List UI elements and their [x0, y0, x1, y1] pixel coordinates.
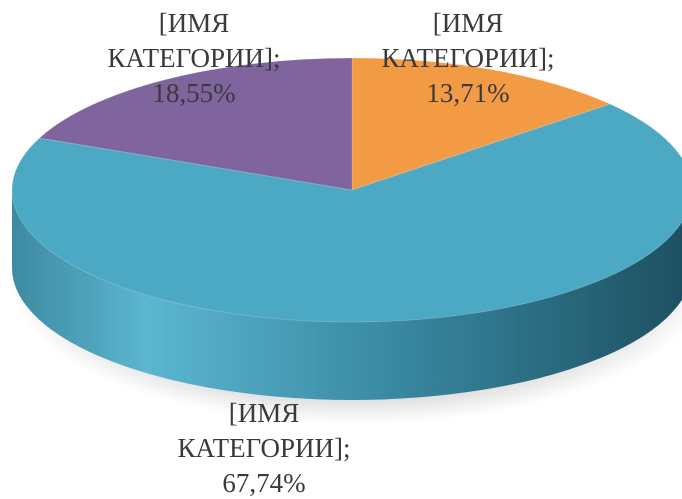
data-label-1-line-1: КАТЕГОРИИ]; [177, 433, 350, 463]
data-label-1: [ИМЯ КАТЕГОРИИ]; 67,74% [177, 398, 350, 498]
data-label-0-line-1: КАТЕГОРИИ]; [381, 43, 554, 73]
data-label-2-line-2: 18,55% [152, 78, 235, 108]
data-label-2-line-0: [ИМЯ [159, 8, 230, 38]
pie-top [11, 57, 682, 323]
pie-slice-0 [351, 57, 612, 191]
pie-slice-2 [38, 57, 353, 191]
data-label-1-line-0: [ИМЯ [229, 398, 300, 428]
pie-slice-1 [11, 103, 682, 323]
data-label-1-line-2: 67,74% [222, 468, 305, 498]
pie-slice-side-1 [12, 190, 682, 400]
data-label-0-line-0: [ИМЯ [433, 8, 504, 38]
data-label-0: [ИМЯ КАТЕГОРИИ]; 13,71% [381, 8, 554, 108]
data-label-2: [ИМЯ КАТЕГОРИИ]; 18,55% [107, 8, 280, 108]
data-label-0-line-2: 13,71% [426, 78, 509, 108]
data-label-2-line-1: КАТЕГОРИИ]; [107, 43, 280, 73]
pie-side [12, 190, 682, 400]
data-labels: [ИМЯ КАТЕГОРИИ]; 13,71% [ИМЯ КАТЕГОРИИ]; 67,7… [107, 8, 554, 498]
